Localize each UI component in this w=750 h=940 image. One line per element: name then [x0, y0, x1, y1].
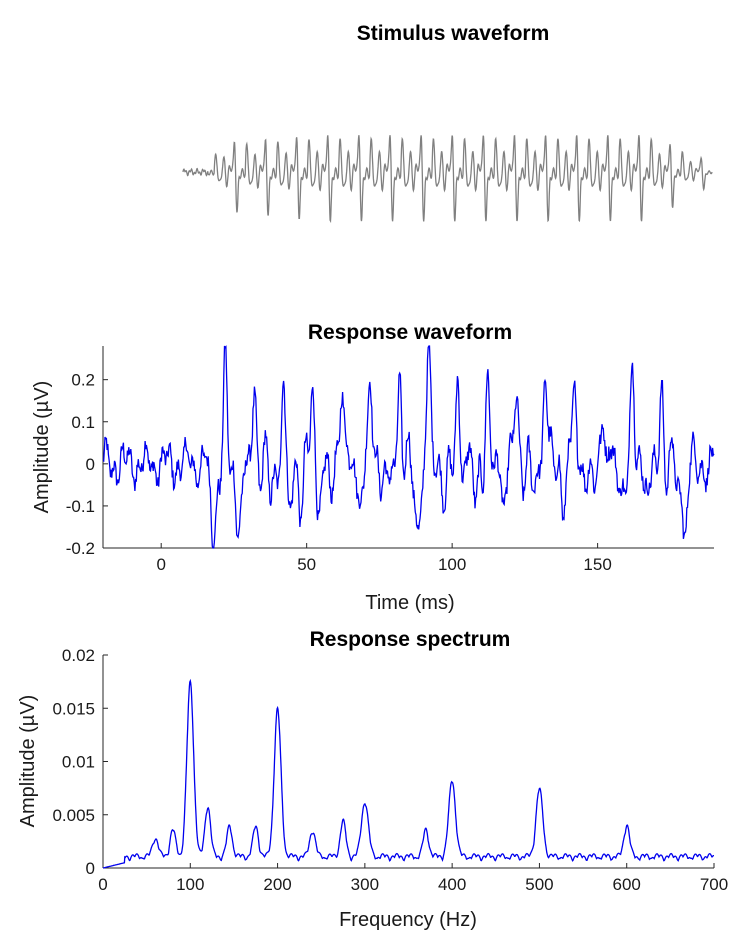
- response-spectrum-ytick-label: 0.01: [62, 753, 95, 772]
- response-waveform-ylabel: Amplitude (µV): [31, 381, 53, 514]
- response-spectrum-xtick-label: 500: [525, 875, 553, 894]
- response-waveform-xtick-label: 150: [583, 555, 611, 574]
- response-waveform-ytick-label: 0.2: [71, 371, 95, 390]
- response-spectrum-xtick-label: 700: [700, 875, 728, 894]
- response-spectrum-xtick-label: 100: [176, 875, 204, 894]
- response-waveform-title: Response waveform: [308, 321, 512, 344]
- response-waveform-panel: Response waveform 0 50 100 150-0.2-0.100.10…: [31, 321, 715, 614]
- response-spectrum-panel: Response spectrum 0 100 200 300 400 500 600 700…: [17, 628, 728, 931]
- response-waveform-xtick-label: 100: [438, 555, 466, 574]
- response-spectrum-xtick-label: 400: [438, 875, 466, 894]
- response-waveform-xlabel: Time (ms): [365, 592, 454, 614]
- stimulus-line: [182, 135, 713, 224]
- response-spectrum-xtick-label: 200: [263, 875, 291, 894]
- response-spectrum-xtick-label: 300: [351, 875, 379, 894]
- response-waveform-ytick-label: -0.1: [66, 497, 95, 516]
- response-spectrum-ytick-label: 0.005: [52, 806, 95, 825]
- response-spectrum-ytick-label: 0.02: [62, 646, 95, 665]
- response-waveform-ytick-label: 0.1: [71, 413, 95, 432]
- response-spectrum-ytick-label: 0: [86, 859, 95, 878]
- response-waveform-xtick-label: 50: [297, 555, 316, 574]
- response-waveform-axes: 0 50 100 150 -0.2 -0.1 0 0.1 0.2: [66, 346, 714, 574]
- response-spectrum-title: Response spectrum: [310, 628, 511, 651]
- response-spectrum-xtick-label: 0: [98, 875, 107, 894]
- response-spectrum-xtick-label: 600: [613, 875, 641, 894]
- response-spectrum-line: [102, 678, 714, 869]
- stimulus-title: Stimulus waveform: [357, 22, 550, 45]
- response-spectrum-ytick-label: 0.015: [52, 699, 95, 718]
- response-waveform-line: [102, 345, 715, 549]
- response-waveform-ytick-label: 0: [86, 455, 95, 474]
- response-waveform-xtick-label: 0: [156, 555, 165, 574]
- response-spectrum-xlabel: Frequency (Hz): [339, 909, 477, 931]
- stimulus-panel: Stimulus waveform: [182, 22, 713, 224]
- response-waveform-ytick-label: -0.2: [66, 539, 95, 558]
- response-spectrum-ylabel: Amplitude (µV): [17, 695, 39, 828]
- response-spectrum-axes: 0 100 200 300 400 500 600 700 0 0.005 0.01 0.015 0.0…: [52, 646, 728, 894]
